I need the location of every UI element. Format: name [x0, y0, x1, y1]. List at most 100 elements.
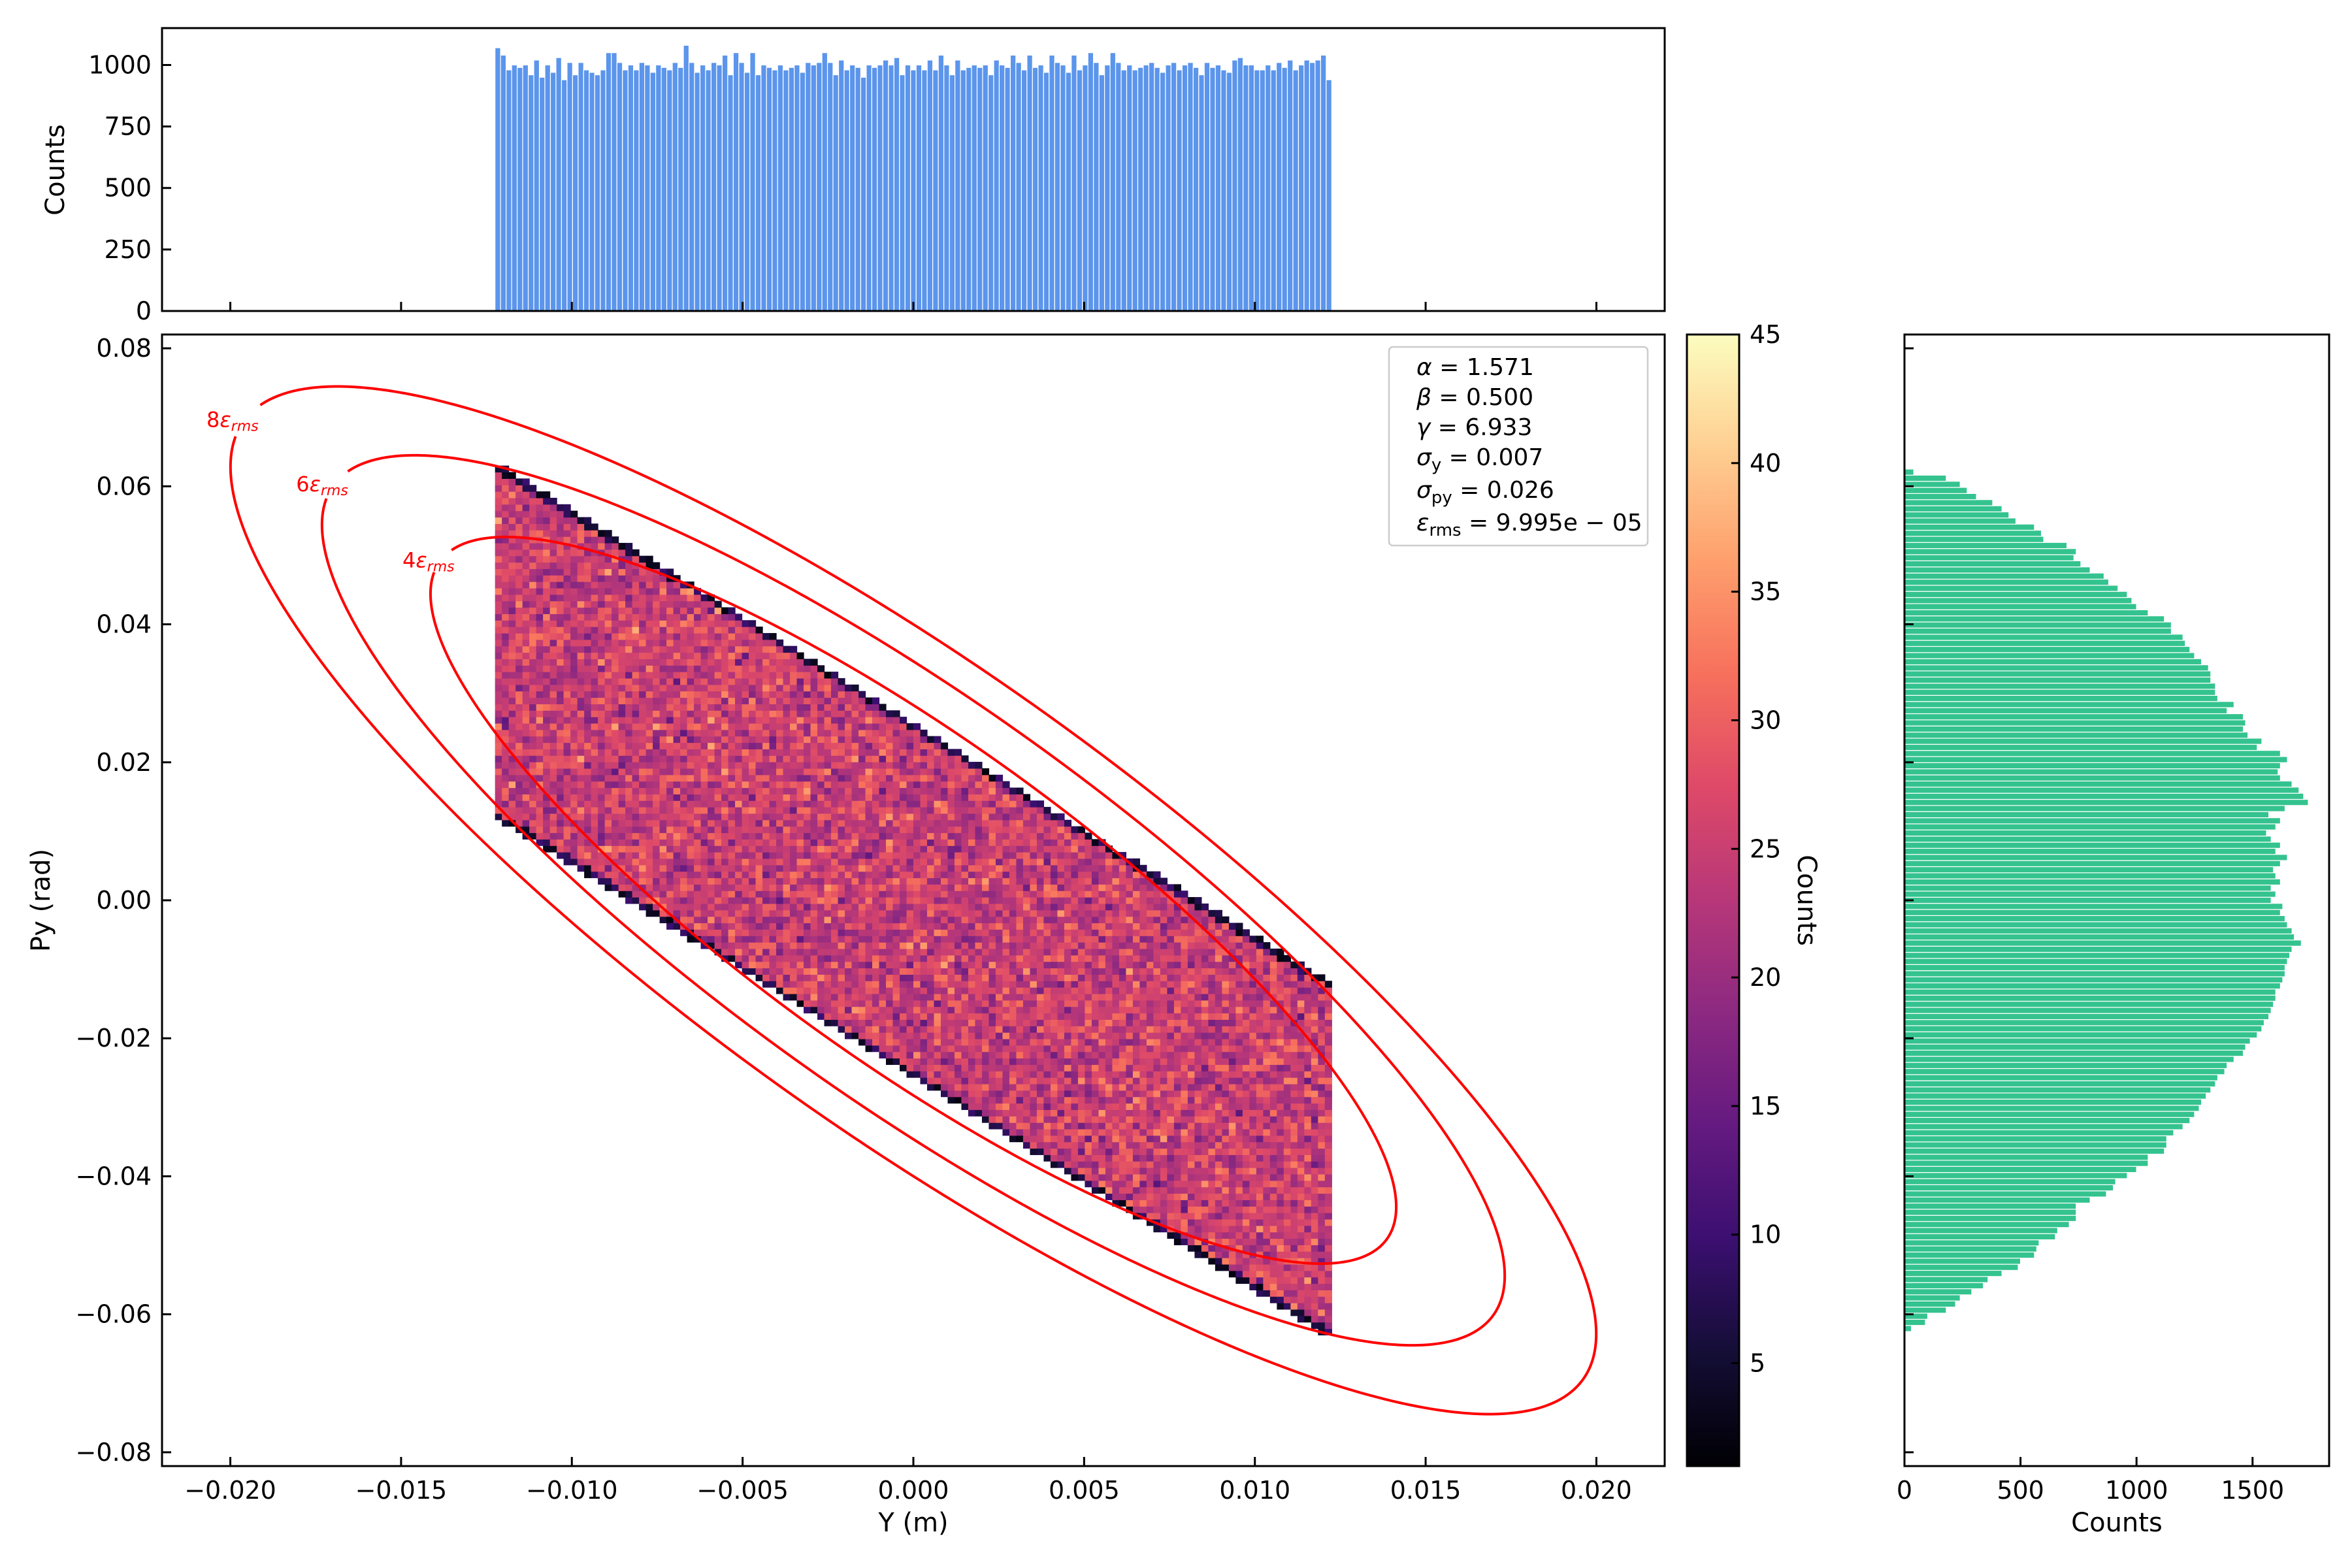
heatmap-cell: [755, 762, 763, 769]
top-histogram-bar: [888, 64, 894, 312]
heatmap-cell: [632, 594, 640, 602]
heatmap-cell: [687, 755, 694, 762]
top-histogram-bar: [1181, 64, 1188, 312]
heatmap-cell: [645, 659, 653, 666]
heatmap-cell: [886, 974, 894, 981]
heatmap-cell: [515, 594, 523, 602]
heatmap-cell: [639, 781, 647, 789]
top-histogram-bar: [877, 64, 883, 312]
heatmap-cell: [900, 961, 907, 969]
heatmap-cell: [604, 774, 612, 782]
heatmap-cell: [549, 607, 557, 614]
heatmap-cell: [892, 826, 900, 834]
heatmap-cell: [926, 923, 935, 930]
heatmap-cell: [529, 742, 537, 749]
heatmap-cell: [591, 523, 598, 531]
heatmap-cell: [810, 659, 818, 666]
heatmap-cell: [783, 645, 791, 653]
heatmap-cell: [742, 903, 749, 911]
heatmap-cell: [769, 639, 777, 647]
heatmap-cell: [824, 813, 832, 821]
heatmap-cell: [653, 781, 661, 789]
heatmap-cell: [981, 890, 990, 898]
heatmap-cell: [776, 672, 784, 679]
heatmap-cell: [584, 768, 592, 776]
heatmap-cell: [1036, 1071, 1045, 1078]
heatmap-cell: [981, 948, 990, 956]
heatmap-cell: [687, 697, 694, 704]
heatmap-cell: [1091, 1173, 1100, 1181]
heatmap-cell: [502, 613, 510, 621]
heatmap-cell: [926, 768, 935, 776]
heatmap-cell: [981, 1019, 990, 1026]
heatmap-cell: [625, 852, 633, 859]
heatmap-cell: [1043, 1109, 1051, 1117]
heatmap-cell: [988, 1045, 996, 1053]
heatmap-cell: [913, 936, 921, 943]
heatmap-cell: [776, 839, 784, 846]
heatmap-cell: [666, 781, 674, 789]
heatmap-cell: [604, 807, 612, 814]
heatmap-cell: [824, 672, 832, 679]
heatmap-cell: [1071, 1083, 1079, 1091]
heatmap-cell: [666, 903, 674, 911]
heatmap-cell: [694, 909, 702, 917]
heatmap-cell: [563, 768, 571, 776]
heatmap-cell: [639, 864, 647, 872]
heatmap-cell: [892, 929, 900, 936]
heatmap-cell: [1009, 1128, 1017, 1136]
heatmap-cell: [625, 568, 633, 576]
heatmap-cell: [639, 575, 647, 582]
heatmap-cell: [1077, 1122, 1086, 1130]
heatmap-cell: [1064, 909, 1072, 917]
heatmap-cell: [591, 858, 598, 866]
heatmap-cell: [988, 955, 996, 962]
heatmap-cell: [515, 485, 523, 492]
heatmap-cell: [515, 819, 523, 827]
heatmap-cell: [522, 826, 530, 834]
heatmap-cell: [598, 800, 606, 808]
heatmap-cell: [728, 710, 736, 717]
heatmap-cell: [934, 871, 941, 879]
heatmap-cell: [940, 826, 949, 834]
heatmap-cell: [892, 794, 900, 801]
heatmap-cell: [557, 781, 564, 789]
heatmap-cell: [995, 787, 1004, 794]
heatmap-cell: [804, 961, 811, 969]
heatmap-cell: [769, 929, 777, 936]
heatmap-cell: [612, 672, 619, 679]
heatmap-cell: [995, 1122, 1004, 1130]
heatmap-cell: [1057, 845, 1065, 853]
heatmap-cell: [913, 929, 921, 936]
heatmap-cell: [1016, 1109, 1024, 1117]
heatmap-cell: [522, 600, 530, 608]
heatmap-cell: [632, 581, 640, 589]
heatmap-cell: [1085, 1180, 1092, 1188]
heatmap-cell: [838, 968, 845, 975]
heatmap-cell: [557, 587, 564, 595]
heatmap-cell: [947, 813, 955, 821]
heatmap-cell: [714, 884, 722, 891]
heatmap-cell: [975, 929, 983, 936]
heatmap-cell: [1091, 1161, 1100, 1168]
heatmap-cell: [755, 755, 763, 762]
heatmap-cell: [557, 832, 564, 840]
heatmap-cell: [680, 717, 688, 724]
heatmap-cell: [714, 659, 722, 666]
heatmap-cell: [591, 587, 598, 595]
heatmap-cell: [577, 781, 585, 789]
heatmap-cell: [1036, 813, 1045, 821]
heatmap-cell: [529, 587, 537, 595]
heatmap-cell: [776, 781, 784, 789]
heatmap-cell: [598, 877, 606, 885]
heatmap-cell: [906, 832, 914, 840]
heatmap-cell: [714, 890, 722, 898]
heatmap-cell: [796, 755, 804, 762]
heatmap-cell: [653, 755, 661, 762]
heatmap-cell: [666, 819, 674, 827]
heatmap-cell: [1050, 1071, 1058, 1078]
heatmap-cell: [988, 1013, 996, 1020]
heatmap-cell: [536, 627, 544, 634]
heatmap-cell: [817, 826, 825, 834]
heatmap-cell: [515, 536, 523, 544]
